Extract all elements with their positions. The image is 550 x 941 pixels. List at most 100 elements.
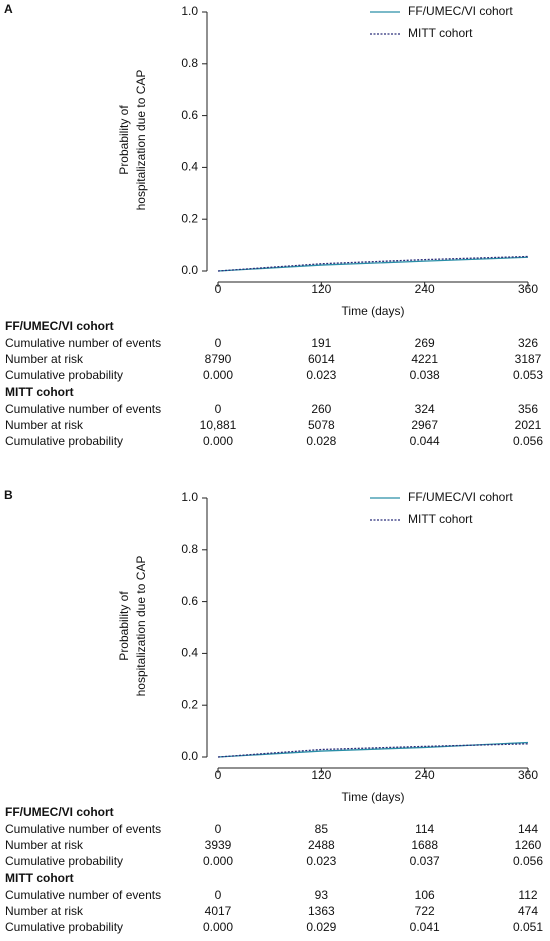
table-cell: 106 (415, 888, 435, 902)
x-tick-label: 240 (415, 282, 435, 296)
table-cell: 4017 (205, 904, 232, 918)
y-tick-label: 1.0 (181, 490, 198, 504)
table-cell: 3939 (205, 838, 232, 852)
table-group-title: FF/UMEC/VI cohort (5, 805, 114, 819)
legend-label: FF/UMEC/VI cohort (408, 490, 513, 504)
table-cell: 1260 (515, 838, 542, 852)
table-cell: 5078 (308, 418, 335, 432)
table-row-label: Cumulative probability (5, 368, 123, 382)
table-cell: 114 (415, 822, 434, 836)
table-cell: 191 (311, 336, 331, 350)
y-axis-label-line: hospitalization due to CAP (134, 556, 148, 697)
table-cell: 0.028 (306, 434, 336, 448)
y-tick-label: 0.4 (181, 646, 198, 660)
table-cell: 0.044 (410, 434, 440, 448)
legend-label: MITT cohort (408, 26, 473, 40)
table-cell: 0.056 (513, 854, 543, 868)
table-cell: 0.023 (306, 854, 336, 868)
table-cell: 722 (415, 904, 435, 918)
table-cell: 144 (518, 822, 538, 836)
table-cell: 260 (311, 402, 331, 416)
table-cell: 0 (215, 822, 222, 836)
table-cell: 0.056 (513, 434, 543, 448)
y-tick-label: 0.6 (181, 594, 198, 608)
x-tick-label: 360 (518, 768, 538, 782)
table-cell: 269 (415, 336, 435, 350)
x-tick-label: 360 (518, 282, 538, 296)
table-cell: 326 (518, 336, 538, 350)
table-cell: 0.037 (410, 854, 440, 868)
table-cell: 356 (518, 402, 538, 416)
table-cell: 0 (215, 336, 222, 350)
table-cell: 2021 (515, 418, 542, 432)
table-row-label: Cumulative number of events (5, 336, 161, 350)
table-cell: 0.023 (306, 368, 336, 382)
series-line (217, 743, 529, 758)
y-tick-label: 0.0 (181, 263, 198, 277)
panel-label: A (4, 2, 13, 16)
table-row-label: Number at risk (5, 418, 84, 432)
table-group-title: MITT cohort (5, 871, 74, 885)
table-cell: 6014 (308, 352, 335, 366)
x-axis-label: Time (days) (342, 790, 405, 804)
x-axis-label: Time (days) (342, 304, 405, 318)
y-axis-label-line: Probability of (117, 591, 131, 661)
x-tick-label: 0 (215, 768, 222, 782)
table-cell: 85 (315, 822, 329, 836)
y-tick-label: 0.8 (181, 542, 198, 556)
table-cell: 0.051 (513, 920, 543, 934)
table-cell: 0.000 (203, 854, 233, 868)
table-cell: 0.041 (410, 920, 440, 934)
y-tick-label: 0.0 (181, 749, 198, 763)
table-cell: 0.053 (513, 368, 543, 382)
table-cell: 4221 (411, 352, 438, 366)
table-cell: 112 (518, 888, 537, 902)
table-cell: 10,881 (200, 418, 237, 432)
table-cell: 324 (415, 402, 435, 416)
table-cell: 0 (215, 888, 222, 902)
y-axis-label: Probability of hospitalization due to CAP (117, 70, 148, 211)
table-cell: 1688 (411, 838, 438, 852)
table-group-title: MITT cohort (5, 385, 74, 399)
series-line (217, 256, 529, 272)
table-cell: 3187 (515, 352, 542, 366)
table-cell: 1363 (308, 904, 335, 918)
table-cell: 0.000 (203, 920, 233, 934)
y-tick-label: 0.2 (181, 697, 198, 711)
x-tick-label: 120 (311, 282, 331, 296)
table-cell: 474 (518, 904, 538, 918)
table-row-label: Cumulative probability (5, 854, 123, 868)
table-row-label: Cumulative probability (5, 920, 123, 934)
table-cell: 2488 (308, 838, 335, 852)
table-cell: 0.000 (203, 434, 233, 448)
legend-label: MITT cohort (408, 512, 473, 526)
table-cell: 93 (315, 888, 329, 902)
y-tick-label: 0.6 (181, 108, 198, 122)
legend-label: FF/UMEC/VI cohort (408, 4, 513, 18)
x-tick-label: 0 (215, 282, 222, 296)
table-group-title: FF/UMEC/VI cohort (5, 319, 114, 333)
y-axis-label-line: Probability of (117, 105, 131, 175)
table-row-label: Number at risk (5, 352, 84, 366)
table-cell: 0 (215, 402, 222, 416)
y-axis-label: Probability of hospitalization due to CAP (117, 556, 148, 697)
y-tick-label: 0.4 (181, 160, 198, 174)
table-row-label: Cumulative number of events (5, 402, 161, 416)
y-tick-label: 0.2 (181, 211, 198, 225)
table-cell: 2967 (411, 418, 438, 432)
table-row-label: Number at risk (5, 838, 84, 852)
table-row-label: Cumulative probability (5, 434, 123, 448)
table-row-label: Cumulative number of events (5, 888, 161, 902)
y-tick-label: 0.8 (181, 56, 198, 70)
table-cell: 0.038 (410, 368, 440, 382)
panel-label: B (4, 488, 13, 502)
y-axis-label-line: hospitalization due to CAP (134, 70, 148, 211)
series-line (217, 255, 529, 272)
table-cell: 0.000 (203, 368, 233, 382)
series-line (217, 741, 529, 758)
x-tick-label: 120 (311, 768, 331, 782)
table-row-label: Number at risk (5, 904, 84, 918)
table-cell: 0.029 (306, 920, 336, 934)
x-tick-label: 240 (415, 768, 435, 782)
